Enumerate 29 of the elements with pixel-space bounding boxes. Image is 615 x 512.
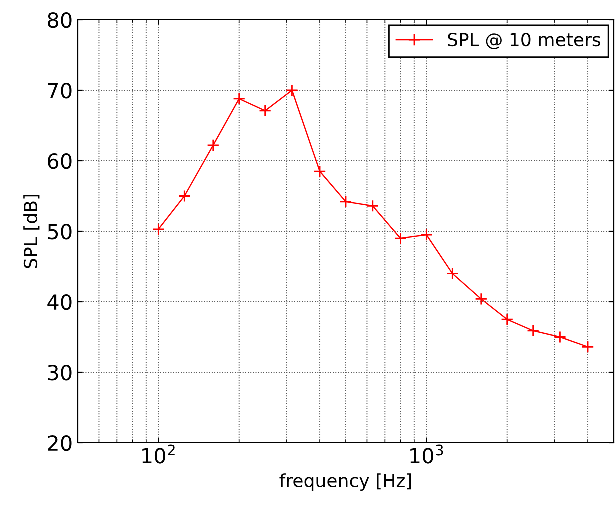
- x-tick-label: 10$^{2}$: [142, 444, 175, 464]
- point: [446, 268, 459, 280]
- point: [207, 139, 220, 152]
- point: [394, 232, 407, 245]
- point: [286, 84, 298, 97]
- x-axis-title: frequency [Hz]: [280, 474, 412, 492]
- point: [420, 228, 433, 242]
- y-tick-label: 40: [48, 294, 72, 310]
- y-tick-label: 60: [48, 153, 72, 170]
- point: [501, 313, 514, 326]
- y-tick-label: 20: [48, 435, 72, 452]
- point: [475, 292, 488, 306]
- y-tick-label: 80: [48, 12, 72, 28]
- point: [366, 200, 380, 212]
- y-tick-label: 70: [48, 82, 72, 99]
- point: [340, 196, 352, 208]
- point: [259, 104, 272, 118]
- point: [233, 92, 246, 106]
- point: [314, 165, 326, 178]
- y-tick-label: 50: [48, 224, 72, 240]
- x-tick-label: 10$^{3}$: [410, 444, 444, 464]
- y-tick-label: 30: [48, 364, 72, 381]
- point: [527, 324, 540, 338]
- point: [178, 190, 191, 202]
- point: [582, 340, 594, 354]
- point: [152, 223, 165, 236]
- point: [554, 331, 566, 344]
- legend-label: SPL @ 10 meters: [448, 32, 600, 50]
- y-axis-title: SPL [dB]: [24, 195, 40, 268]
